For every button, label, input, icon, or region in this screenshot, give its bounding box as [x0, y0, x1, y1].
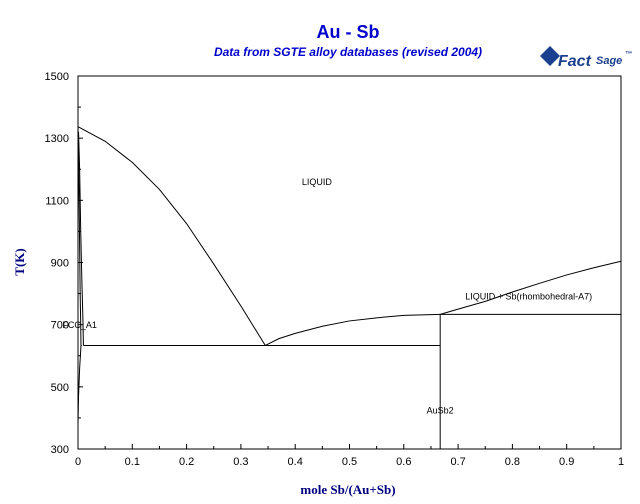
- chart-subtitle: Data from SGTE alloy databases (revised …: [214, 45, 482, 59]
- x-tick-label: 0.3: [233, 456, 248, 468]
- y-axis-ticks: 300 500 700 900 1100 1300 1500: [45, 71, 83, 456]
- chart-title: Au - Sb: [317, 22, 380, 42]
- y-tick-label: 1300: [45, 133, 69, 145]
- x-tick-label: 0.7: [450, 456, 465, 468]
- factsage-logo-icon: Fact Sage ™: [540, 46, 632, 70]
- logo-trademark: ™: [625, 51, 632, 58]
- y-tick-label: 700: [51, 320, 69, 332]
- region-label: AuSb2: [427, 405, 454, 415]
- y-axis-label: T(K): [12, 248, 27, 275]
- x-tick-label: 0.6: [396, 456, 411, 468]
- phase-boundary-1: [265, 313, 441, 346]
- region-labels: LIQUID LIQUID + Sb(rhombohedral-A7) FCC_A1…: [62, 177, 592, 415]
- region-label: FCC_A1: [62, 320, 97, 330]
- x-tick-label: 0.9: [559, 456, 574, 468]
- y-tick-label: 1100: [45, 195, 69, 207]
- y-tick-label: 1500: [45, 71, 69, 83]
- y-tick-label: 900: [51, 258, 69, 270]
- region-label: LIQUID + Sb(rhombohedral-A7): [465, 291, 592, 301]
- x-tick-label: 0.4: [288, 456, 303, 468]
- phase-boundary-2: [440, 260, 622, 315]
- x-tick-label: 0.1: [125, 456, 140, 468]
- y-tick-label: 300: [51, 444, 69, 456]
- region-label: LIQUID: [302, 177, 333, 187]
- phase-boundary-5: [77, 345, 82, 425]
- logo-text-sub: Sage: [596, 55, 622, 67]
- x-axis-label: mole Sb/(Au+Sb): [300, 482, 395, 497]
- x-tick-label: 0: [75, 456, 81, 468]
- phase-boundaries: [77, 126, 622, 449]
- x-tick-label: 0.2: [179, 456, 194, 468]
- x-tick-label: 0.8: [505, 456, 520, 468]
- logo-text-main: Fact: [558, 53, 592, 70]
- x-axis-ticks: 0 0.1 0.2 0.3 0.4 0.5 0.6 0.7 0.8 0.9 1: [75, 444, 624, 468]
- x-tick-label: 1: [618, 456, 624, 468]
- phase-boundary-4: [78, 131, 84, 346]
- logo-diamond-icon: [540, 46, 560, 66]
- plot-area-frame: [77, 75, 622, 450]
- y-tick-label: 500: [51, 382, 69, 394]
- x-tick-label: 0.5: [342, 456, 357, 468]
- phase-boundary-0: [77, 126, 266, 346]
